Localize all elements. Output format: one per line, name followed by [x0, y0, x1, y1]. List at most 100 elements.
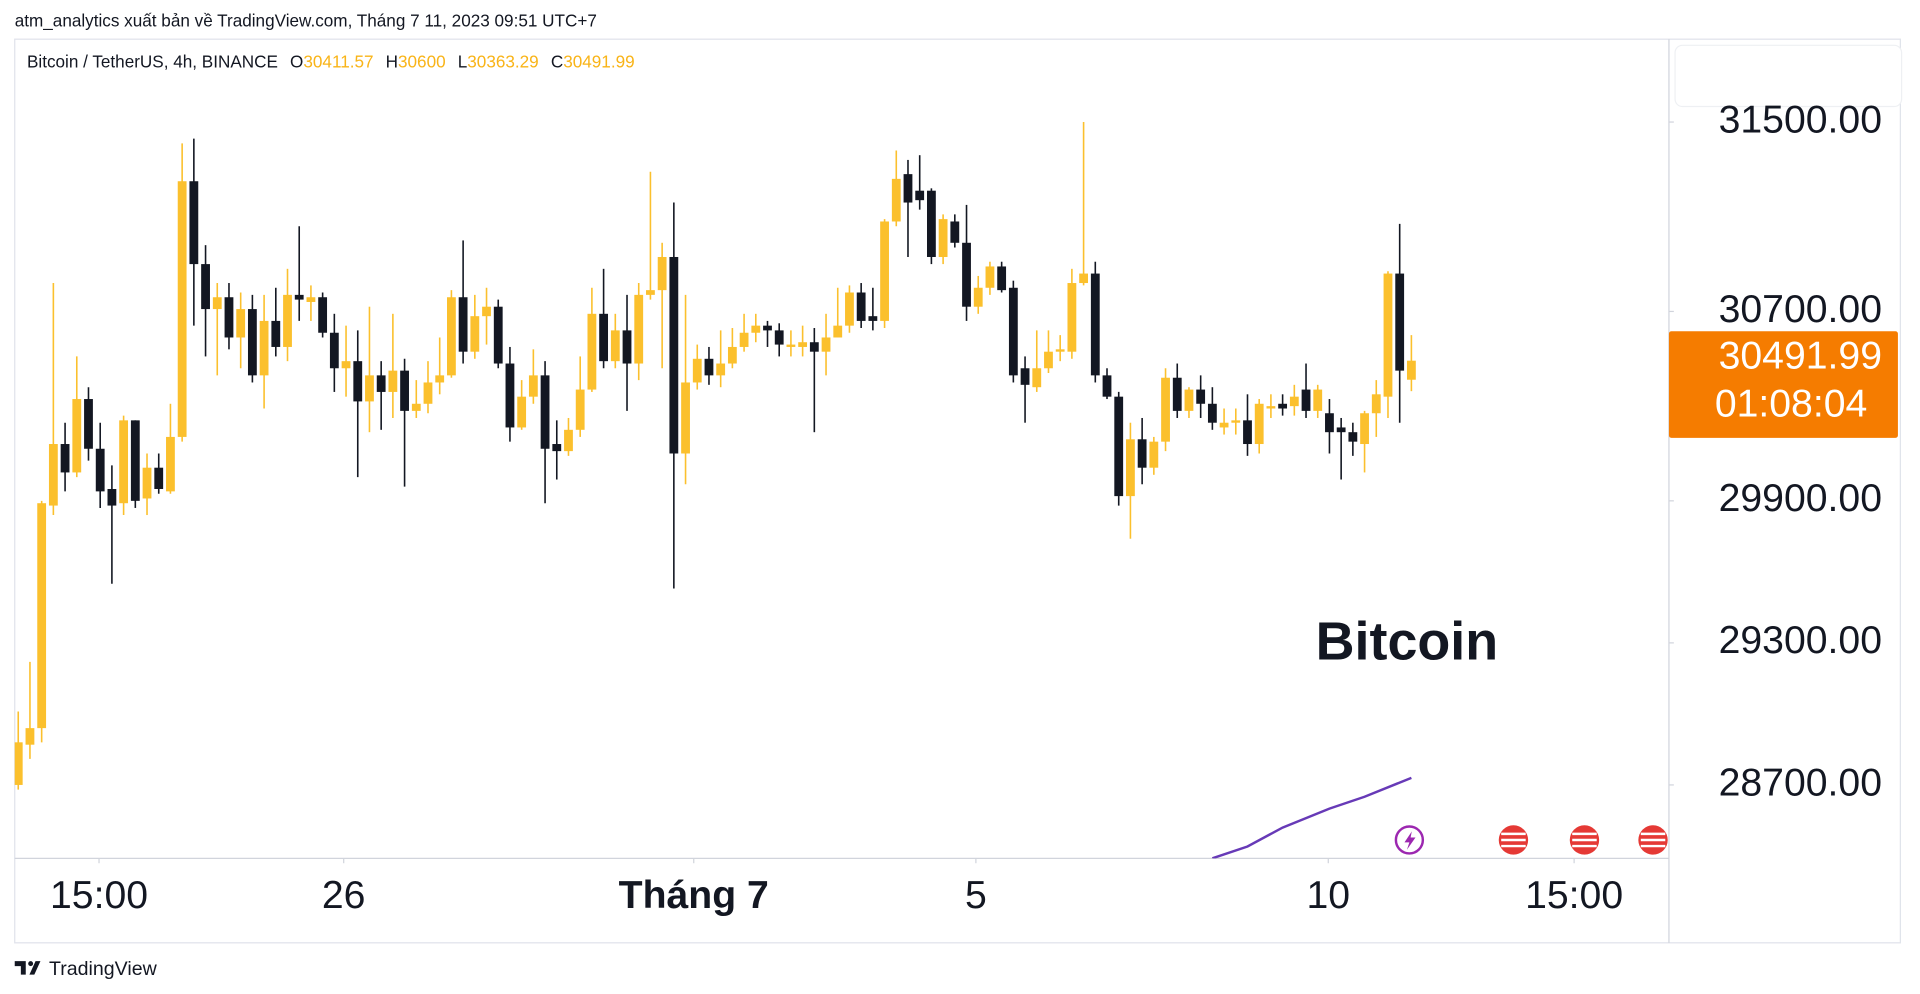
- candle-body: [1102, 375, 1112, 397]
- candle-body: [845, 292, 854, 326]
- candle-body: [1161, 377, 1170, 442]
- annotation: Bitcoin: [1316, 612, 1499, 672]
- candle-body: [587, 313, 597, 390]
- candle-body: [1243, 420, 1252, 445]
- candle-body: [423, 382, 433, 404]
- candle-body: [657, 256, 667, 291]
- candle-body: [564, 429, 573, 452]
- candle-body: [95, 448, 105, 492]
- candle-body: [1313, 389, 1323, 411]
- candle-body: [1090, 273, 1100, 376]
- candle-body: [962, 242, 971, 307]
- countdown: 01:08:04: [1715, 382, 1867, 425]
- candle-body: [868, 316, 878, 321]
- candle-body: [400, 370, 409, 411]
- candle-body: [1254, 403, 1264, 445]
- candle-body: [271, 320, 281, 347]
- candle-body: [727, 346, 737, 364]
- y-tick-label: 28700.00: [1719, 761, 1882, 804]
- candle-body: [259, 320, 269, 376]
- candle-body: [610, 330, 620, 362]
- header: atm_analytics xuất bản về TradingView.co…: [15, 11, 597, 31]
- x-tick-label: 26: [322, 874, 366, 917]
- candle-body: [212, 297, 222, 310]
- ohlc-value: 30600: [398, 51, 446, 71]
- candle-body: [540, 375, 550, 449]
- candle-body: [833, 325, 843, 338]
- candle-body: [1266, 406, 1276, 409]
- candle-body: [528, 375, 538, 397]
- candle-body: [751, 325, 761, 333]
- candle-body: [458, 297, 468, 352]
- candle-body: [84, 399, 93, 449]
- candle-body: [973, 287, 983, 307]
- candle-body: [669, 256, 679, 454]
- candle-body: [1055, 349, 1065, 352]
- ohlc-value: 30491.99: [563, 51, 634, 71]
- candle-body: [201, 264, 210, 310]
- candle-body: [341, 361, 351, 369]
- candle-body: [142, 467, 152, 499]
- candle-body: [154, 467, 164, 490]
- candle-body: [1126, 439, 1135, 497]
- candle-body: [774, 330, 784, 345]
- candle-body: [306, 297, 316, 302]
- candle-body: [130, 420, 140, 501]
- indicator-line: [1211, 776, 1412, 859]
- candle-body: [224, 297, 234, 338]
- candle-body: [950, 221, 960, 243]
- candle-body: [891, 178, 901, 222]
- candle-body: [1196, 389, 1206, 404]
- logo: [14, 961, 41, 975]
- candle-body: [1348, 432, 1358, 442]
- x-tick-label: 15:00: [50, 874, 148, 917]
- candle-body: [1336, 427, 1346, 433]
- candle-body: [926, 190, 936, 257]
- candle-body: [388, 370, 398, 392]
- candle-body: [482, 306, 491, 317]
- candle-body: [763, 325, 772, 331]
- candle-body: [985, 266, 995, 288]
- candle-body: [1360, 413, 1369, 445]
- candle-body: [1032, 368, 1042, 388]
- candle-body: [997, 266, 1007, 291]
- candle-body: [470, 316, 480, 352]
- candle-body: [329, 332, 339, 369]
- candle-body: [1219, 422, 1229, 428]
- candle-body: [739, 332, 749, 347]
- lightning: [1404, 831, 1416, 850]
- ohlc-label: H: [386, 51, 398, 71]
- candle-body: [14, 742, 23, 785]
- candle-body: [1020, 368, 1030, 385]
- candle-body: [1371, 394, 1381, 414]
- candle-body: [376, 375, 386, 392]
- candle-body: [821, 337, 831, 352]
- y-tick-label: 29300.00: [1719, 619, 1882, 662]
- candle-body: [786, 344, 796, 347]
- candle-body: [1289, 396, 1299, 407]
- candle-body: [247, 309, 257, 376]
- logo-mark: [14, 961, 41, 975]
- candle-body: [1149, 441, 1159, 468]
- candle-body: [903, 174, 913, 203]
- candle-body: [1067, 283, 1077, 352]
- candle-body: [72, 399, 82, 473]
- candle-body: [48, 444, 58, 506]
- candle-body: [1114, 396, 1124, 497]
- candle-body: [634, 294, 644, 364]
- flag-stripes: [1501, 832, 1666, 848]
- candle-body: [177, 181, 187, 437]
- candle-body: [1172, 377, 1182, 411]
- candle-body: [1207, 403, 1217, 423]
- y-tick-label: 29900.00: [1719, 477, 1882, 520]
- candle-body: [646, 290, 655, 295]
- candle-body: [1383, 273, 1393, 397]
- ohlc-label: C: [551, 51, 563, 71]
- candle-body: [915, 190, 925, 201]
- candle-body: [119, 420, 129, 504]
- candle-body: [692, 358, 702, 383]
- candle-body: [505, 363, 515, 428]
- candle-body: [1137, 439, 1147, 468]
- candle-body: [809, 342, 819, 352]
